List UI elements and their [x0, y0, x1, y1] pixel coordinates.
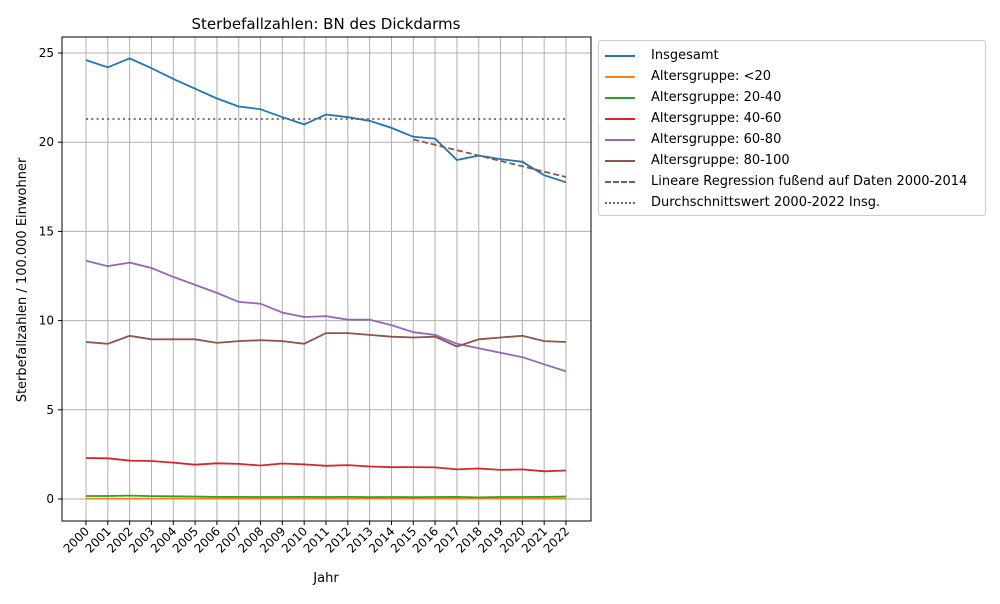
series-line: [86, 494, 567, 499]
series-line: [413, 138, 567, 178]
series-line: [85, 457, 567, 473]
legend-label: Durchschnittswert 2000-2022 Insg.: [651, 195, 881, 210]
series-line: [85, 332, 567, 348]
y-tick-label: 5: [46, 403, 54, 417]
legend-label: Insgesamt: [651, 48, 719, 63]
series-line: [85, 259, 567, 373]
legend-swatch-icon: [605, 117, 635, 120]
y-axis-ticks: 0 5 10 15 20 25: [39, 46, 62, 506]
y-tick-label: 20: [39, 135, 54, 149]
legend-label: Altersgruppe: 40-60: [651, 111, 782, 126]
legend-label: Altersgruppe: 80-100: [651, 153, 790, 168]
y-tick-label: 25: [39, 46, 54, 60]
data-series: [85, 57, 567, 500]
legend-item: Altersgruppe: 60-80: [605, 129, 985, 150]
y-axis-label: Sterbefallzahlen / 100.000 Einwohner: [15, 157, 30, 402]
legend-label: Altersgruppe: <20: [651, 69, 772, 84]
legend-swatch-icon: [605, 201, 635, 204]
legend-label: Altersgruppe: 20-40: [651, 90, 782, 105]
legend-swatch-icon: [605, 96, 635, 99]
legend-item: Altersgruppe: <20: [605, 66, 985, 87]
legend-swatch-icon: [605, 54, 635, 57]
legend-label: Lineare Regression fußend auf Daten 2000…: [651, 174, 968, 189]
legend-item: Insgesamt: [605, 45, 985, 66]
chart-legend: Insgesamt Altersgruppe: <20 Altersgruppe: …: [598, 40, 986, 216]
legend-swatch-icon: [605, 159, 635, 162]
y-tick-label: 15: [39, 224, 54, 238]
legend-swatch-icon: [605, 180, 635, 183]
x-axis-label: Jahr: [312, 571, 339, 586]
chart-title: Sterbefallzahlen: BN des Dickdarms: [192, 15, 461, 33]
legend-item: Altersgruppe: 80-100: [605, 150, 985, 171]
legend-item: Altersgruppe: 20-40: [605, 87, 985, 108]
x-axis-ticks: 2000200120022003200420052006200720082009…: [61, 521, 572, 556]
grid-lines: [62, 37, 591, 521]
legend-label: Altersgruppe: 60-80: [651, 132, 782, 147]
legend-swatch-icon: [605, 138, 635, 141]
legend-swatch-icon: [605, 75, 635, 78]
legend-item: Lineare Regression fußend auf Daten 2000…: [605, 171, 985, 192]
x-tick-label: 2022: [541, 524, 572, 555]
y-tick-label: 0: [46, 492, 54, 506]
legend-item: Durchschnittswert 2000-2022 Insg.: [605, 192, 985, 213]
legend-item: Altersgruppe: 40-60: [605, 108, 985, 129]
y-tick-label: 10: [39, 314, 54, 328]
